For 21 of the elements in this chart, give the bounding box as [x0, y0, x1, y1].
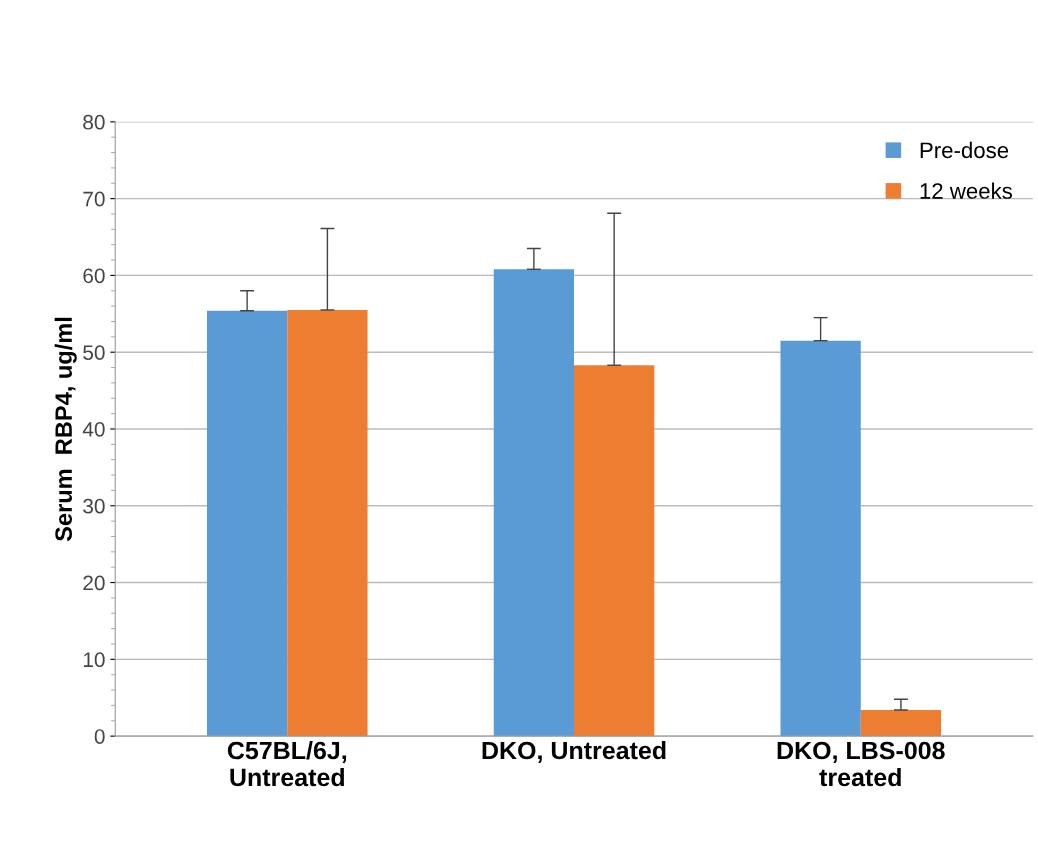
bar: [860, 710, 942, 737]
y-axis-title: Serum RBP4, ug/ml: [54, 317, 77, 542]
bar: [493, 269, 575, 737]
y-tick-label: 40: [82, 421, 105, 437]
y-tick-label: 10: [83, 652, 105, 668]
x-tick-label: C57BL/6J, Untreated: [227, 740, 347, 787]
y-tick-label: 50: [83, 345, 105, 360]
x-tick-label: DKO, LBS-008 treated: [777, 741, 945, 787]
bar: [206, 310, 288, 737]
bar: [574, 365, 655, 737]
x-tick-label: DKO, Untreated: [482, 740, 666, 763]
y-tick-label: 80: [83, 114, 105, 130]
y-tick-label: 70: [83, 191, 105, 207]
y-tick-label: 30: [83, 498, 105, 514]
bar: [780, 340, 861, 737]
legend-label: Pre-dose: [920, 141, 1009, 159]
legend-label: 12 weeks: [920, 182, 1013, 199]
bar: [287, 309, 368, 737]
y-tick-label: 60: [83, 268, 105, 284]
y-tick-label: 20: [83, 575, 105, 591]
y-tick-label: 0: [94, 729, 105, 744]
